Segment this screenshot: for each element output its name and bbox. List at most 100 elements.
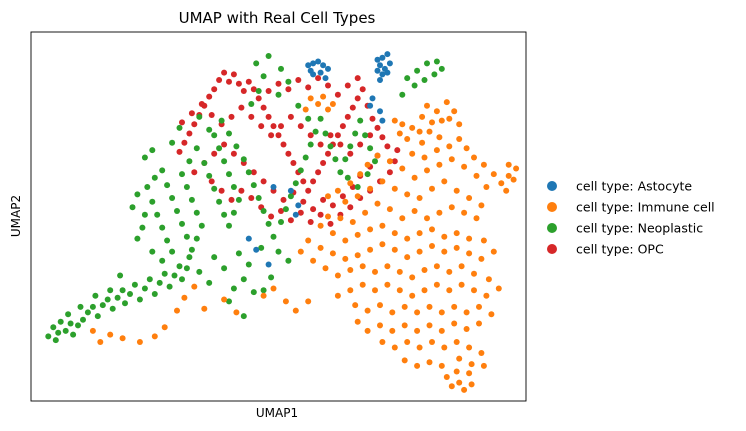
point-series-3-75 xyxy=(327,220,334,227)
point-series-1-190 xyxy=(151,333,158,340)
point-series-2-106 xyxy=(248,101,255,107)
point-series-1-158 xyxy=(379,339,386,345)
point-series-1-86 xyxy=(453,230,460,237)
point-series-2-119 xyxy=(431,71,438,78)
point-series-2-69 xyxy=(226,171,232,178)
point-series-2-57 xyxy=(179,171,185,178)
point-series-2-25 xyxy=(166,283,173,290)
point-series-3-9 xyxy=(221,69,228,76)
point-series-1-89 xyxy=(490,248,497,255)
point-series-1-44 xyxy=(374,152,381,159)
point-series-2-118 xyxy=(421,77,428,83)
point-series-1-115 xyxy=(421,267,428,273)
point-series-1-201 xyxy=(292,307,299,314)
point-series-1-24 xyxy=(409,150,416,157)
point-series-3-77 xyxy=(347,204,354,211)
point-series-2-99 xyxy=(357,117,364,124)
point-series-2-81 xyxy=(265,220,272,227)
point-series-1-18 xyxy=(443,99,450,106)
point-series-2-2 xyxy=(57,318,64,325)
point-series-1-185 xyxy=(89,327,96,334)
point-series-1-196 xyxy=(221,296,228,303)
point-series-3-66 xyxy=(238,187,245,194)
point-series-1-68 xyxy=(399,215,406,222)
point-series-3-10 xyxy=(226,78,232,85)
point-series-2-142 xyxy=(258,244,265,251)
point-series-1-151 xyxy=(426,322,433,329)
point-series-2-37 xyxy=(149,198,156,205)
point-series-1-197 xyxy=(233,309,240,316)
point-series-2-39 xyxy=(159,224,166,231)
point-series-2-129 xyxy=(176,124,183,131)
point-series-1-5 xyxy=(302,106,309,113)
point-series-1-1 xyxy=(315,101,322,107)
point-series-3-106 xyxy=(297,123,304,130)
point-series-2-28 xyxy=(179,276,185,283)
x-axis-label: UMAP1 xyxy=(256,406,298,420)
point-series-3-33 xyxy=(339,123,346,130)
point-series-3-0 xyxy=(176,148,183,155)
point-series-0-15 xyxy=(374,67,381,74)
point-series-2-67 xyxy=(235,196,242,203)
point-series-2-51 xyxy=(188,246,195,253)
point-series-1-199 xyxy=(270,285,277,292)
point-series-1-155 xyxy=(377,322,383,329)
point-series-3-96 xyxy=(198,101,205,107)
point-series-3-101 xyxy=(248,113,255,120)
point-series-1-96 xyxy=(404,254,411,261)
point-series-3-92 xyxy=(344,82,351,89)
point-series-3-83 xyxy=(394,147,401,154)
point-series-2-13 xyxy=(109,305,116,312)
point-series-2-128 xyxy=(196,113,203,120)
point-series-2-54 xyxy=(193,209,200,216)
point-series-1-181 xyxy=(503,187,510,194)
point-series-2-140 xyxy=(235,250,242,257)
point-series-2-17 xyxy=(127,291,133,297)
point-series-3-22 xyxy=(285,150,292,157)
point-series-1-26 xyxy=(433,147,440,154)
point-series-1-75 xyxy=(317,222,324,229)
point-series-1-70 xyxy=(374,200,381,207)
point-series-1-16 xyxy=(438,117,445,124)
point-series-3-58 xyxy=(230,150,237,157)
point-series-1-104 xyxy=(305,237,312,244)
point-series-1-110 xyxy=(359,263,366,270)
point-series-1-82 xyxy=(404,235,411,242)
point-series-1-134 xyxy=(334,292,341,299)
point-series-3-87 xyxy=(295,77,302,83)
point-series-3-51 xyxy=(300,198,307,205)
point-series-3-95 xyxy=(188,110,195,117)
point-series-0-24 xyxy=(295,202,302,209)
point-series-3-42 xyxy=(384,143,391,150)
legend: cell type: Astocyte cell type: Immune cel… xyxy=(547,179,715,257)
point-series-2-85 xyxy=(287,193,294,200)
point-series-2-130 xyxy=(169,139,176,146)
point-series-1-180 xyxy=(401,357,408,364)
point-series-2-113 xyxy=(275,91,282,98)
point-series-1-101 xyxy=(342,255,349,262)
point-series-1-173 xyxy=(456,379,463,386)
point-series-3-100 xyxy=(238,104,245,111)
point-series-2-58 xyxy=(186,158,193,165)
point-series-1-167 xyxy=(456,355,463,362)
point-series-2-144 xyxy=(285,257,292,264)
point-series-2-107 xyxy=(255,88,262,94)
point-series-3-91 xyxy=(334,91,341,98)
point-series-2-23 xyxy=(156,279,163,286)
point-series-1-146 xyxy=(488,311,495,318)
point-series-1-120 xyxy=(485,276,492,283)
point-series-0-18 xyxy=(377,77,383,83)
point-series-1-31 xyxy=(480,161,487,168)
point-series-2-94 xyxy=(332,156,339,163)
point-series-1-69 xyxy=(386,206,393,213)
point-series-3-56 xyxy=(250,169,257,176)
point-series-1-160 xyxy=(404,339,411,345)
point-series-3-73 xyxy=(307,219,314,225)
point-series-0-5 xyxy=(317,69,324,76)
point-series-1-107 xyxy=(322,265,329,272)
point-series-2-48 xyxy=(174,208,180,214)
point-series-1-109 xyxy=(347,267,354,273)
point-series-0-20 xyxy=(367,102,374,109)
point-series-1-152 xyxy=(414,327,421,334)
point-series-3-29 xyxy=(320,160,327,166)
